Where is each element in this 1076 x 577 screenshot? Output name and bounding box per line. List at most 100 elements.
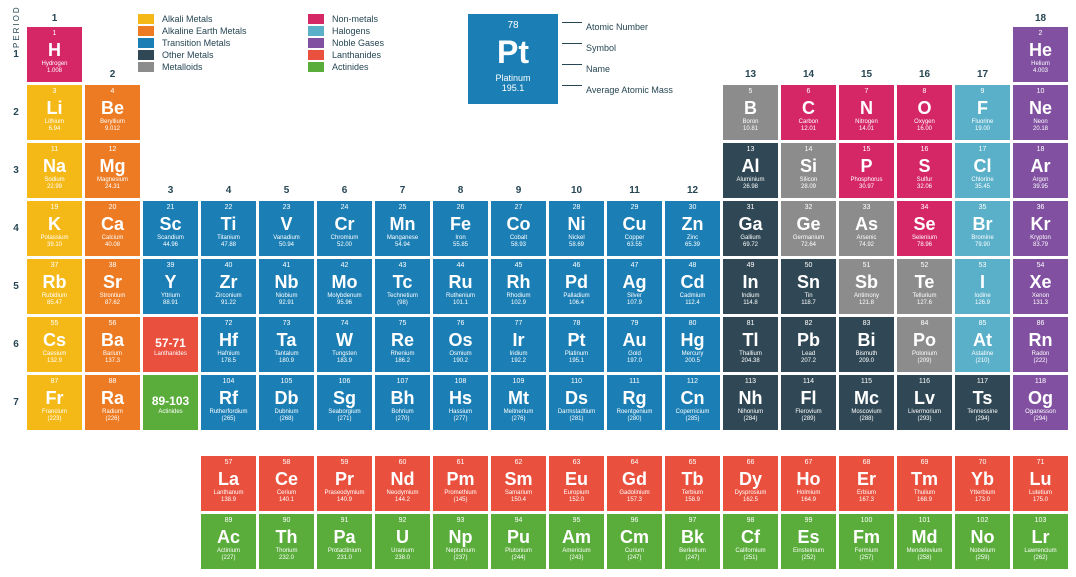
atomic-number: 63 bbox=[549, 459, 604, 466]
atomic-number: 33 bbox=[839, 204, 894, 211]
element-symbol: W bbox=[336, 331, 353, 349]
element-name: Nobelium bbox=[970, 548, 995, 554]
atomic-number: 73 bbox=[259, 320, 314, 327]
atomic-mass: 207.2 bbox=[801, 358, 816, 364]
element-name: Copper bbox=[625, 235, 645, 241]
atomic-mass: 168.9 bbox=[917, 497, 932, 503]
element-name: Lutetium bbox=[1029, 490, 1052, 496]
atomic-number: 24 bbox=[317, 204, 372, 211]
atomic-number: 46 bbox=[549, 262, 604, 269]
element-ho: 67HoHolmium164.9 bbox=[781, 456, 836, 511]
atomic-number: 57 bbox=[201, 459, 256, 466]
group-number-18: 18 bbox=[1013, 13, 1068, 24]
element-no: 102NoNobelium(259) bbox=[955, 514, 1010, 569]
element-symbol: Cd bbox=[681, 273, 705, 291]
element-rh: 45RhRhodium102.9 bbox=[491, 259, 546, 314]
element-sr: 38SrStrontium87.62 bbox=[85, 259, 140, 314]
element-name: Neptunium bbox=[446, 548, 475, 554]
element-name: Tennessine bbox=[967, 409, 997, 415]
group-number-8: 8 bbox=[433, 185, 488, 196]
atomic-number: 11 bbox=[27, 146, 82, 153]
element-np: 93NpNeptunium(237) bbox=[433, 514, 488, 569]
element-symbol: Fm bbox=[853, 528, 880, 546]
element-name: Helium bbox=[1031, 61, 1050, 67]
element-symbol: Zr bbox=[220, 273, 238, 291]
element-name: Uranium bbox=[391, 548, 414, 554]
atomic-number: 59 bbox=[317, 459, 372, 466]
element-name: Silicon bbox=[800, 177, 818, 183]
element-xe: 54XeXenon131.3 bbox=[1013, 259, 1068, 314]
element-name: Erbium bbox=[857, 490, 876, 496]
element-name: Holmium bbox=[797, 490, 821, 496]
element-symbol: Nd bbox=[391, 470, 415, 488]
atomic-mass: 231.0 bbox=[337, 555, 352, 561]
element-na: 11NaSodium22.99 bbox=[27, 143, 82, 198]
atomic-mass: 175.0 bbox=[1033, 497, 1048, 503]
element-rg: 111RgRoentgenium(280) bbox=[607, 375, 662, 430]
element-sn: 50SnTin118.7 bbox=[781, 259, 836, 314]
atomic-mass: (247) bbox=[685, 555, 699, 561]
atomic-mass: 12.01 bbox=[801, 126, 816, 132]
legend-swatch bbox=[138, 26, 154, 36]
atomic-number: 117 bbox=[955, 378, 1010, 385]
element-name: Rhodium bbox=[506, 293, 530, 299]
element-name: Rubidium bbox=[42, 293, 67, 299]
element-symbol: Tc bbox=[393, 273, 413, 291]
element-symbol: Fe bbox=[450, 215, 471, 233]
element-am: 95AmAmericium(243) bbox=[549, 514, 604, 569]
atomic-mass: 140.1 bbox=[279, 497, 294, 503]
element-symbol: Be bbox=[101, 99, 124, 117]
atomic-mass: 195.1 bbox=[569, 358, 584, 364]
atomic-number: 112 bbox=[665, 378, 720, 385]
atomic-number: 105 bbox=[259, 378, 314, 385]
atomic-number: 5 bbox=[723, 88, 778, 95]
element-hs: 108HsHassium(277) bbox=[433, 375, 488, 430]
element-name: Zinc bbox=[687, 235, 698, 241]
atomic-mass: (294) bbox=[975, 416, 989, 422]
atomic-mass: 192.2 bbox=[511, 358, 526, 364]
atomic-mass: (226) bbox=[105, 416, 119, 422]
atomic-mass: (281) bbox=[569, 416, 583, 422]
element-in: 49InIndium114.8 bbox=[723, 259, 778, 314]
atomic-mass: 78.96 bbox=[917, 242, 932, 248]
element-symbol: Ds bbox=[565, 389, 588, 407]
element-ce: 58CeCerium140.1 bbox=[259, 456, 314, 511]
element-symbol: Bi bbox=[858, 331, 876, 349]
atomic-mass: 74.92 bbox=[859, 242, 874, 248]
atomic-mass: 40.08 bbox=[105, 242, 120, 248]
element-name: Hafnium bbox=[217, 351, 239, 357]
atomic-number: 88 bbox=[85, 378, 140, 385]
element-name: Osmium bbox=[449, 351, 471, 357]
element-ge: 32GeGermanium72.64 bbox=[781, 201, 836, 256]
group-number-11: 11 bbox=[607, 185, 662, 196]
period-number-1: 1 bbox=[8, 49, 24, 60]
atomic-mass: (222) bbox=[1033, 358, 1047, 364]
element-pa: 91PaProtactinium231.0 bbox=[317, 514, 372, 569]
atomic-mass: 118.7 bbox=[801, 300, 816, 306]
example-key: 78 Pt Platinum 195.1 Atomic Number Symbo… bbox=[468, 14, 673, 104]
example-symbol: Pt bbox=[497, 34, 529, 71]
element-name: Tin bbox=[804, 293, 812, 299]
atomic-number: 64 bbox=[607, 459, 662, 466]
element-cd: 48CdCadmium112.4 bbox=[665, 259, 720, 314]
atomic-number: 99 bbox=[781, 517, 836, 524]
atomic-mass: 95.96 bbox=[337, 300, 352, 306]
element-symbol: He bbox=[1029, 41, 1052, 59]
element-lu: 71LuLutetium175.0 bbox=[1013, 456, 1068, 511]
element-symbol: Cf bbox=[741, 528, 760, 546]
atomic-mass: 69.72 bbox=[743, 242, 758, 248]
element-n: 7NNitrogen14.01 bbox=[839, 85, 894, 140]
atomic-mass: (251) bbox=[743, 555, 757, 561]
atomic-mass: (227) bbox=[221, 555, 235, 561]
atomic-number: 90 bbox=[259, 517, 314, 524]
atomic-mass: (289) bbox=[801, 416, 815, 422]
element-name: Mercury bbox=[682, 351, 704, 357]
element-name: Iron bbox=[455, 235, 465, 241]
element-p: 15PPhosphorus30.97 bbox=[839, 143, 894, 198]
atomic-mass: 54.94 bbox=[395, 242, 410, 248]
element-symbol: Sm bbox=[504, 470, 532, 488]
element-symbol: C bbox=[802, 99, 815, 117]
element-pu: 94PuPlutonium(244) bbox=[491, 514, 546, 569]
element-symbol: Tm bbox=[911, 470, 938, 488]
periodic-table: PERIOD 123456789101112131415161718123456… bbox=[8, 8, 1068, 569]
